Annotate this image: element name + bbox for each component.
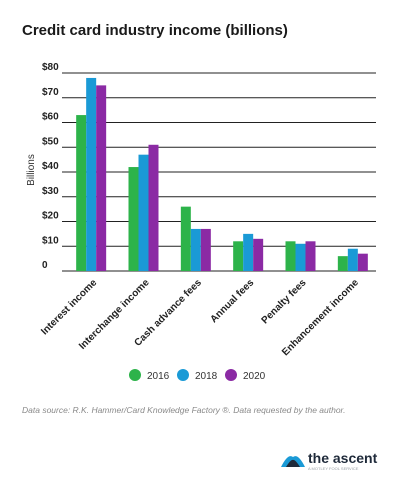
bar bbox=[295, 243, 306, 271]
brand-name: the ascent bbox=[308, 450, 378, 466]
y-tick-label: 0 bbox=[42, 260, 48, 271]
bar bbox=[138, 154, 149, 271]
legend-swatch bbox=[177, 369, 189, 381]
bar bbox=[337, 256, 348, 271]
bar bbox=[305, 241, 316, 271]
legend-label: 2020 bbox=[243, 371, 266, 382]
y-tick-label: $30 bbox=[42, 186, 59, 197]
y-tick-label: $10 bbox=[42, 235, 59, 246]
data-source-note: Data source: R.K. Hammer/Card Knowledge … bbox=[22, 405, 346, 415]
bar bbox=[96, 85, 107, 271]
bar bbox=[347, 248, 358, 271]
x-tick-label: Penalty fees bbox=[260, 277, 309, 326]
brand-tagline: A MOTLEY FOOL SERVICE bbox=[308, 466, 359, 471]
bar bbox=[253, 238, 264, 271]
bar bbox=[76, 115, 87, 271]
y-tick-label: $20 bbox=[42, 211, 59, 222]
bar bbox=[285, 241, 296, 271]
y-tick-label: $70 bbox=[42, 87, 59, 98]
y-axis-label: Billions bbox=[26, 154, 37, 186]
chart-title: Credit card industry income (billions) bbox=[22, 22, 288, 39]
bar-chart: Billions 0 $10 $20 $30 $40 $50 $60 $70 $80 Inter… bbox=[26, 62, 376, 382]
bar bbox=[357, 253, 368, 271]
brand-logo: the ascent A MOTLEY FOOL SERVICE bbox=[280, 449, 390, 473]
bar bbox=[86, 77, 97, 271]
x-tick-label: Interest income bbox=[39, 277, 99, 337]
bar bbox=[200, 228, 211, 271]
legend-label: 2016 bbox=[147, 371, 170, 382]
bar bbox=[128, 167, 139, 271]
y-tick-label: $60 bbox=[42, 112, 59, 123]
y-tick-label: $50 bbox=[42, 136, 59, 147]
bar bbox=[148, 144, 159, 271]
bar bbox=[233, 241, 244, 271]
ascent-logo-icon bbox=[281, 456, 305, 467]
x-tick-label: Annual fees bbox=[208, 277, 256, 325]
y-tick-label: $40 bbox=[42, 161, 59, 172]
legend-swatch bbox=[225, 369, 237, 381]
y-tick-label: $80 bbox=[42, 62, 59, 73]
bar bbox=[190, 228, 201, 271]
legend-label: 2018 bbox=[195, 371, 218, 382]
bar bbox=[180, 206, 191, 271]
bar bbox=[243, 233, 254, 271]
legend-swatch bbox=[129, 369, 141, 381]
